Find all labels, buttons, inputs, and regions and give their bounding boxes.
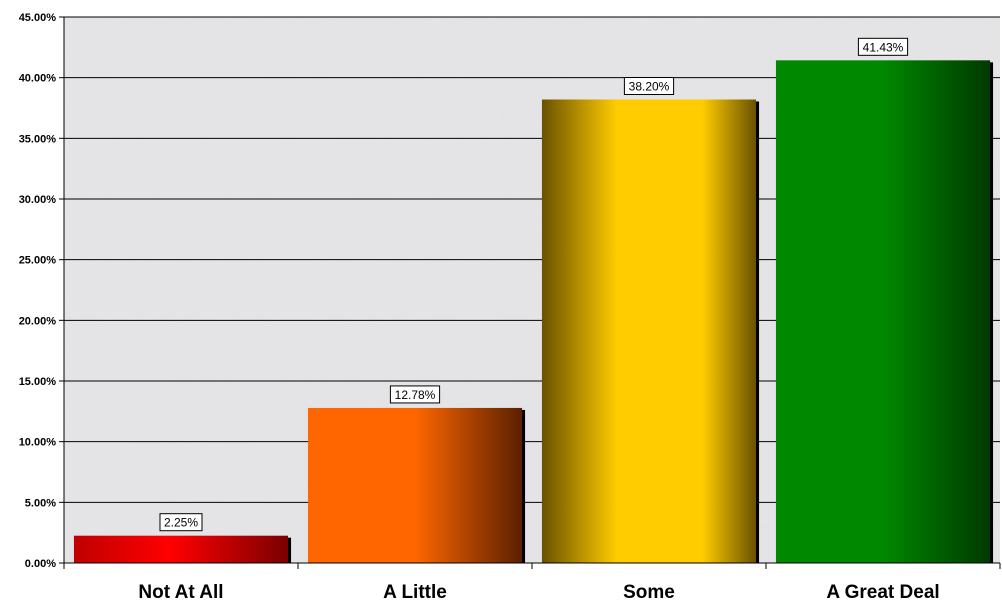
data-label-text: 41.43%	[863, 40, 904, 54]
y-tick-label: 0.00%	[25, 558, 56, 570]
data-label-box	[857, 37, 909, 56]
bar-a-little	[307, 407, 523, 563]
y-tick-label: 35.00%	[19, 133, 57, 145]
y-tick-label: 15.00%	[19, 376, 57, 388]
x-tick-label: A Great Deal	[826, 582, 939, 603]
y-tick-label: 10.00%	[19, 437, 57, 449]
y-tick-label: 20.00%	[19, 315, 57, 327]
data-label-box	[159, 513, 203, 532]
bar-not-at-all	[73, 535, 289, 563]
data-labels: 2.25% 12.78% 38.20% 41.43%	[159, 37, 909, 532]
y-tick-label: 25.00%	[19, 255, 57, 267]
bar-some	[541, 99, 757, 564]
y-tick-labels: 0.00% 5.00% 10.00% 15.00% 20.00% 25.00% 30.00%…	[19, 12, 57, 570]
data-label: 12.78%	[389, 385, 441, 404]
x-tick-labels: Not At All A Little Some A Great Deal	[138, 582, 939, 603]
y-tick-label: 30.00%	[19, 194, 57, 206]
data-label: 2.25%	[159, 513, 203, 532]
y-tick-label: 5.00%	[25, 497, 56, 509]
data-label: 41.43%	[857, 37, 909, 56]
axes	[59, 16, 1001, 569]
data-label-text: 2.25%	[164, 516, 198, 530]
x-tick-label: A Little	[383, 582, 447, 603]
y-tick-label: 45.00%	[19, 12, 57, 24]
x-tick-label: Not At All	[138, 582, 223, 603]
data-label: 38.20%	[623, 77, 675, 96]
x-tick-label: Some	[623, 582, 675, 603]
bars	[73, 60, 994, 564]
data-label-box	[623, 77, 675, 96]
data-label-text: 12.78%	[395, 388, 436, 402]
data-label-text: 38.20%	[629, 80, 670, 94]
data-label-box	[389, 385, 441, 404]
bar-a-great-deal	[775, 60, 991, 563]
y-tick-label: 40.00%	[19, 73, 57, 85]
